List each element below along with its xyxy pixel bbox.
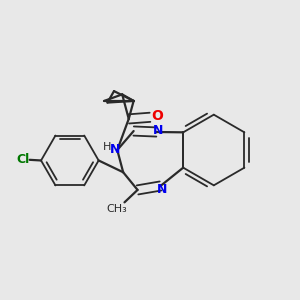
- Text: N: N: [157, 183, 167, 196]
- Text: Cl: Cl: [16, 153, 30, 166]
- Text: CH₃: CH₃: [106, 204, 127, 214]
- Text: N: N: [110, 142, 120, 155]
- Text: O: O: [151, 109, 163, 123]
- Text: H: H: [103, 142, 112, 152]
- Text: N: N: [153, 124, 164, 137]
